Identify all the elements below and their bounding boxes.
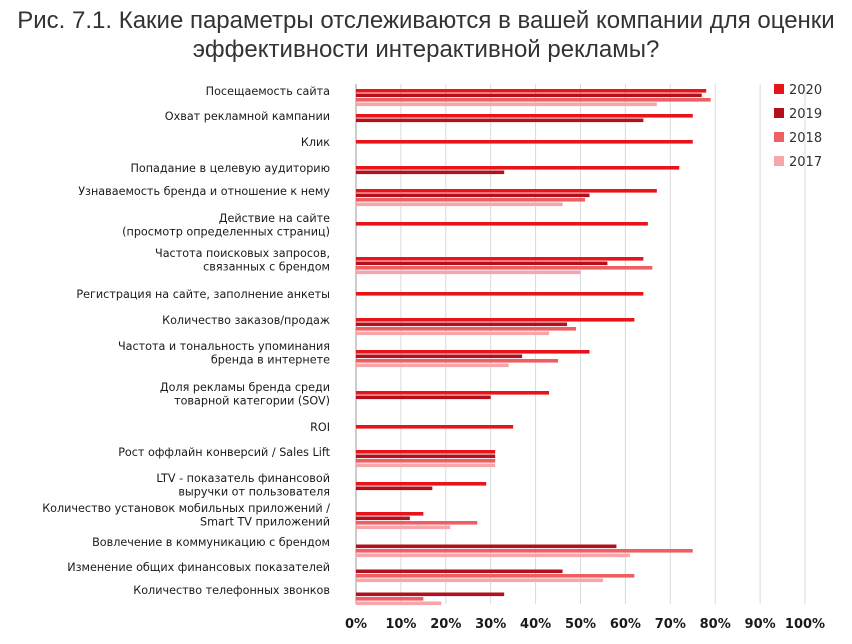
category-label: Частота поисковых запросов, bbox=[155, 247, 330, 260]
bar-2018 bbox=[356, 459, 496, 463]
category-label: Количество установок мобильных приложени… bbox=[42, 502, 330, 515]
x-axis-ticks: 0% 10% 20% 30% 40% 50% 60% 70% 80% 90% 100% bbox=[345, 617, 825, 632]
bar-2020 bbox=[356, 292, 644, 296]
bar-2017 bbox=[356, 553, 630, 558]
category-label: Клик bbox=[301, 136, 330, 149]
bar-2017 bbox=[356, 601, 442, 606]
bar-2017 bbox=[356, 270, 581, 275]
tick-label: 90% bbox=[745, 617, 776, 632]
tick-label: 80% bbox=[700, 617, 731, 632]
category-label: Регистрация на сайте, заполнение анкеты bbox=[76, 288, 330, 301]
bar-2018 bbox=[356, 521, 478, 525]
category-label: Изменение общих финансовых показателей bbox=[67, 561, 330, 574]
bar-2019 bbox=[356, 569, 563, 574]
bar-2020 bbox=[356, 425, 514, 429]
bar-2018 bbox=[356, 266, 653, 270]
tick-label: 70% bbox=[655, 617, 686, 632]
bar-2018 bbox=[356, 198, 585, 202]
category-label: Количество телефонных звонков bbox=[133, 584, 330, 597]
bar-2020 bbox=[356, 89, 707, 93]
bar-2020 bbox=[356, 482, 487, 486]
bar-2017 bbox=[356, 202, 563, 207]
bar-2019 bbox=[356, 322, 568, 327]
bar-2019 bbox=[356, 193, 590, 198]
bar-2017 bbox=[356, 331, 550, 336]
category-label: Рост оффлайн конверсий / Sales Lift bbox=[118, 446, 330, 459]
tick-label: 10% bbox=[385, 617, 416, 632]
legend-swatch bbox=[774, 84, 784, 94]
bar-2020 bbox=[356, 222, 648, 226]
legend-swatch bbox=[774, 132, 784, 142]
category-label: ROI bbox=[310, 421, 330, 434]
category-label: бренда в интернете bbox=[211, 354, 330, 367]
bar-2017 bbox=[356, 463, 496, 468]
bar-2020 bbox=[356, 114, 693, 118]
category-label: Доля рекламы бренда среди bbox=[160, 381, 330, 394]
bar-2018 bbox=[356, 359, 559, 363]
tick-label: 30% bbox=[475, 617, 506, 632]
bar-2020 bbox=[356, 512, 424, 516]
bar-2019 bbox=[356, 516, 410, 521]
legend-label: 2018 bbox=[789, 131, 822, 146]
category-label: (просмотр определенных страниц) bbox=[122, 226, 330, 239]
bar-2018 bbox=[356, 549, 693, 553]
category-label: Частота и тональность упоминания bbox=[118, 340, 330, 353]
bar-2020 bbox=[356, 318, 635, 322]
bar-2020 bbox=[356, 166, 680, 170]
tick-label: 0% bbox=[345, 617, 367, 632]
bar-2020 bbox=[356, 189, 657, 193]
category-labels: Посещаемость сайта Охват рекламной кампан… bbox=[42, 85, 330, 597]
bar-2018 bbox=[356, 327, 577, 331]
bar-2018 bbox=[356, 597, 424, 601]
category-label: LTV - показатель финансовой bbox=[156, 472, 330, 485]
bar-2020 bbox=[356, 391, 550, 395]
tick-label: 50% bbox=[565, 617, 596, 632]
category-label: Посещаемость сайта bbox=[206, 85, 330, 98]
tick-label: 60% bbox=[610, 617, 641, 632]
legend-label: 2020 bbox=[789, 83, 822, 98]
tick-label: 100% bbox=[785, 617, 825, 632]
bar-2019 bbox=[356, 118, 644, 123]
bar-2017 bbox=[356, 525, 451, 530]
legend-label: 2019 bbox=[789, 107, 822, 122]
category-label: Действие на сайте bbox=[219, 212, 330, 225]
tick-label: 40% bbox=[520, 617, 551, 632]
bar-2019 bbox=[356, 486, 433, 491]
bar-2020 bbox=[356, 257, 644, 261]
bar-2017 bbox=[356, 578, 603, 583]
bar-2017 bbox=[356, 363, 509, 368]
category-label: выручки от пользователя bbox=[178, 486, 330, 499]
bar-2019 bbox=[356, 454, 496, 459]
legend-swatch bbox=[774, 108, 784, 118]
bar-2018 bbox=[356, 98, 711, 102]
category-label: товарной категории (SOV) bbox=[174, 395, 330, 408]
bar-2018 bbox=[356, 574, 635, 578]
category-label: Smart TV приложений bbox=[200, 516, 330, 529]
bars bbox=[356, 89, 711, 606]
tick-label: 20% bbox=[430, 617, 461, 632]
category-label: Вовлечение в коммуникацию с брендом bbox=[92, 536, 330, 549]
category-label: связанных с брендом bbox=[203, 261, 330, 274]
grid-lines bbox=[355, 84, 806, 604]
legend: 2020 2019 2018 2017 bbox=[774, 83, 822, 170]
category-label: Количество заказов/продаж bbox=[162, 314, 330, 327]
legend-swatch bbox=[774, 156, 784, 166]
bar-2019 bbox=[356, 354, 523, 359]
bar-2019 bbox=[356, 93, 702, 98]
bar-2020 bbox=[356, 140, 693, 144]
legend-label: 2017 bbox=[789, 155, 822, 170]
bar-2019 bbox=[356, 592, 505, 597]
bar-2019 bbox=[356, 395, 491, 400]
category-label: Охват рекламной кампании bbox=[165, 110, 330, 123]
bar-2020 bbox=[356, 450, 496, 454]
category-label: Попадание в целевую аудиторию bbox=[130, 162, 330, 175]
chart-title: Рис. 7.1. Какие параметры отслеживаются … bbox=[17, 7, 835, 63]
bar-2019 bbox=[356, 544, 617, 549]
bar-2017 bbox=[356, 102, 657, 107]
bar-2020 bbox=[356, 350, 590, 354]
bar-2019 bbox=[356, 170, 505, 175]
bar-2019 bbox=[356, 261, 608, 266]
category-label: Узнаваемость бренда и отношение к нему bbox=[78, 185, 330, 198]
